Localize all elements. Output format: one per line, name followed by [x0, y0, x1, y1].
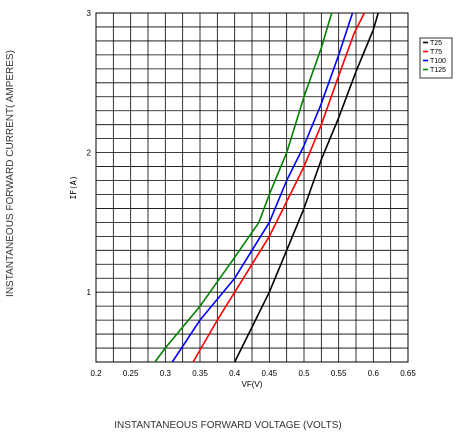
series-line-t125 [154, 12, 333, 363]
outer-x-axis-title: INSTANTANEOUS FORWARD VOLTAGE (VOLTS) [114, 420, 342, 431]
x-tick-label: 0.45 [262, 369, 278, 378]
y-tick-label: 1 [87, 288, 92, 297]
legend-label-t25: T25 [430, 40, 442, 47]
plot-frame [95, 12, 409, 363]
grid-lines [96, 13, 408, 362]
series-line-t100 [171, 12, 354, 363]
x-tick-label: 0.5 [298, 369, 310, 378]
x-tick-labels: 0.2 0.25 0.3 0.35 0.4 0.45 0.5 0.55 0.6 0.65 [90, 369, 416, 378]
outer-y-axis-title: INSTANTANEOUS FORWARD CURRENT( AMPERES) [2, 8, 18, 338]
x-tick-label: 0.3 [160, 369, 172, 378]
x-tick-label: 0.55 [331, 369, 347, 378]
x-tick-label: 0.25 [123, 369, 139, 378]
legend-label-t100: T100 [430, 58, 446, 65]
y-tick-label: 3 [87, 9, 92, 18]
x-tick-label: 0.2 [90, 369, 102, 378]
legend-label-t75: T75 [430, 49, 442, 56]
x-tick-label: 0.35 [192, 369, 208, 378]
series-line-t25 [233, 12, 379, 363]
legend-box [419, 37, 453, 79]
y-axis-label: IF(A) [69, 175, 78, 199]
x-tick-label: 0.65 [400, 369, 416, 378]
x-tick-label: 0.6 [368, 369, 380, 378]
series-line-t75 [192, 12, 366, 363]
y-tick-labels: 1 2 3 [87, 9, 92, 297]
x-axis-label: VF(V) [242, 380, 263, 389]
x-tick-label: 0.4 [229, 369, 241, 378]
legend: T25 T75 T100 T125 [419, 37, 453, 79]
outer-y-axis-title-text: INSTANTANEOUS FORWARD CURRENT( AMPERES) [4, 49, 16, 297]
legend-label-t125: T125 [430, 67, 446, 74]
series-lines [154, 12, 379, 363]
y-tick-label: 2 [87, 149, 92, 158]
